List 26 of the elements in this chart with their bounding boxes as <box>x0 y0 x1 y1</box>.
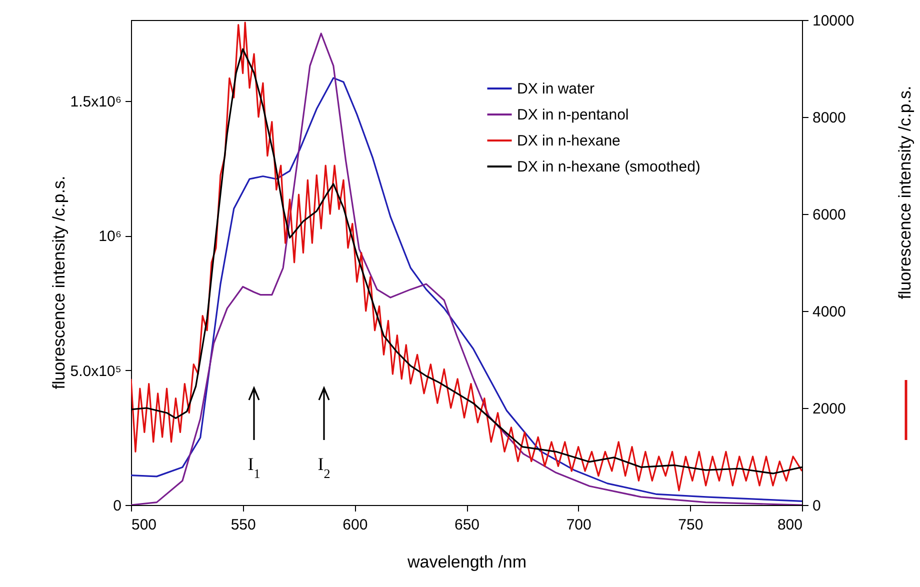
y2-axis-title: fluorescence intensity /c.p.s. <box>896 86 914 300</box>
annotation: I$_{2}$ <box>318 454 330 480</box>
x-tick-label: 800 <box>777 516 802 534</box>
annotation: I$_{1}$ <box>248 454 260 480</box>
y-tick-label: 10⁶ <box>98 228 122 246</box>
x-tick-label: 700 <box>566 516 592 534</box>
y-tick-label: 0 <box>113 498 122 514</box>
x-axis-title: wavelength /nm <box>406 552 527 572</box>
y2-tick-label: 2000 <box>812 400 846 418</box>
y2-tick-label: 4000 <box>812 304 846 320</box>
y-tick-label: 1.5x10⁶ <box>70 93 122 110</box>
x-tick-label: 550 <box>230 516 256 534</box>
y2-tick-label: 10000 <box>812 12 854 30</box>
legend-label: DX in water <box>517 80 595 98</box>
x-tick-label: 750 <box>678 516 704 534</box>
y-tick-label: 5.0x10⁵ <box>70 362 122 380</box>
x-tick-label: 500 <box>132 516 157 534</box>
x-tick-label: 600 <box>342 516 368 534</box>
legend-label: DX in n-hexane (smoothed) <box>517 158 700 176</box>
y-axis-title: fluorescence intensity /c.p.s. <box>50 176 68 390</box>
legend-label: DX in n-hexane <box>517 132 620 150</box>
legend-label: DX in n-pentanol <box>517 106 629 124</box>
y2-tick-label: 8000 <box>812 110 846 126</box>
x-tick-label: 650 <box>454 516 480 534</box>
y2-tick-label: 6000 <box>812 206 846 224</box>
y2-tick-label: 0 <box>812 498 821 514</box>
